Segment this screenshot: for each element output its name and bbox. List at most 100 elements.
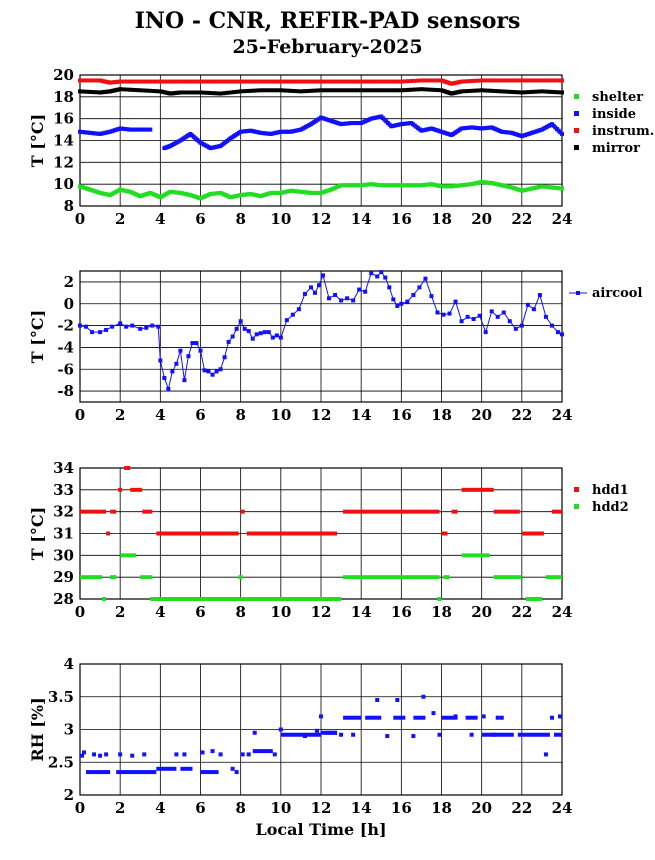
x-tick-label: 20 xyxy=(471,210,492,228)
data-segment xyxy=(493,575,522,580)
data-point xyxy=(182,752,187,757)
data-point xyxy=(82,750,87,755)
data-point xyxy=(536,89,541,94)
data-segment xyxy=(86,770,111,775)
data-point xyxy=(314,728,319,733)
data-point xyxy=(406,87,411,92)
legend-swatch xyxy=(574,94,579,99)
x-tick-label: 18 xyxy=(431,210,452,228)
y-tick-label: -4 xyxy=(57,338,74,356)
data-point xyxy=(274,333,279,338)
data-point xyxy=(104,752,109,757)
data-point xyxy=(262,79,267,84)
x-tick-label: 6 xyxy=(195,210,205,228)
data-segment xyxy=(365,715,382,720)
data-point xyxy=(412,78,417,83)
data-point xyxy=(158,358,163,363)
data-point xyxy=(174,361,179,366)
data-point xyxy=(436,78,441,83)
data-point xyxy=(375,88,380,93)
chart-date: 25-February-2025 xyxy=(232,36,423,58)
data-point xyxy=(305,79,310,84)
data-point xyxy=(206,369,211,374)
data-segment xyxy=(553,732,562,737)
data-point xyxy=(235,89,240,94)
data-point xyxy=(262,330,267,335)
data-point xyxy=(124,324,129,329)
data-segment xyxy=(321,730,338,735)
data-point xyxy=(118,79,123,84)
data-point xyxy=(81,89,86,94)
data-point xyxy=(369,271,374,276)
data-point xyxy=(355,79,360,84)
data-point xyxy=(266,330,271,335)
data-point xyxy=(476,78,481,83)
data-point xyxy=(389,79,394,84)
data-point xyxy=(533,89,538,94)
data-point xyxy=(411,734,416,739)
data-segment xyxy=(343,509,440,514)
y-tick-label: 4 xyxy=(64,655,74,673)
data-point xyxy=(471,317,476,322)
data-point xyxy=(395,88,400,93)
data-point xyxy=(491,732,496,737)
data-point xyxy=(265,79,270,84)
data-point xyxy=(205,79,210,84)
data-point xyxy=(98,753,103,758)
data-point xyxy=(198,79,203,84)
data-point xyxy=(469,732,474,737)
data-point xyxy=(188,90,193,95)
data-point xyxy=(148,127,153,132)
data-point xyxy=(151,79,156,84)
data-point xyxy=(447,311,452,316)
data-point xyxy=(98,330,103,335)
data-point xyxy=(144,79,149,84)
data-point xyxy=(560,332,564,337)
data-point xyxy=(285,79,290,84)
data-point xyxy=(131,87,136,92)
data-point xyxy=(185,79,190,84)
data-point xyxy=(365,79,370,84)
data-point xyxy=(549,715,554,720)
data-point xyxy=(175,79,180,84)
data-segment xyxy=(461,487,494,492)
data-segment xyxy=(521,531,544,536)
x-tick-label: 12 xyxy=(311,799,332,817)
data-point xyxy=(352,79,357,84)
data-point xyxy=(124,87,129,92)
data-point xyxy=(225,90,230,95)
data-point xyxy=(252,730,257,735)
legend-label: inside xyxy=(592,107,636,122)
data-point xyxy=(80,753,85,758)
legend-swatch xyxy=(576,291,580,295)
data-point xyxy=(525,302,530,307)
data-segment xyxy=(551,509,562,514)
data-point xyxy=(181,90,186,95)
data-point xyxy=(383,275,388,280)
data-point xyxy=(170,369,175,374)
data-point xyxy=(131,79,136,84)
data-point xyxy=(493,78,498,83)
data-point xyxy=(195,79,200,84)
data-point xyxy=(549,323,554,328)
data-point xyxy=(546,78,551,83)
x-tick-label: 22 xyxy=(511,603,532,621)
data-point xyxy=(194,341,199,346)
data-segment xyxy=(441,531,448,536)
data-point xyxy=(156,324,161,329)
data-point xyxy=(312,79,317,84)
x-tick-label: 6 xyxy=(195,406,205,424)
data-point xyxy=(316,283,321,288)
data-point xyxy=(275,88,280,93)
y-tick-label: 14 xyxy=(53,132,74,150)
data-segment xyxy=(437,597,442,601)
data-point xyxy=(151,89,156,94)
data-point xyxy=(416,87,421,92)
data-point xyxy=(557,714,562,719)
data-point xyxy=(369,88,374,93)
data-point xyxy=(513,326,518,331)
data-point xyxy=(285,88,290,93)
data-point xyxy=(148,79,153,84)
data-point xyxy=(409,87,414,92)
